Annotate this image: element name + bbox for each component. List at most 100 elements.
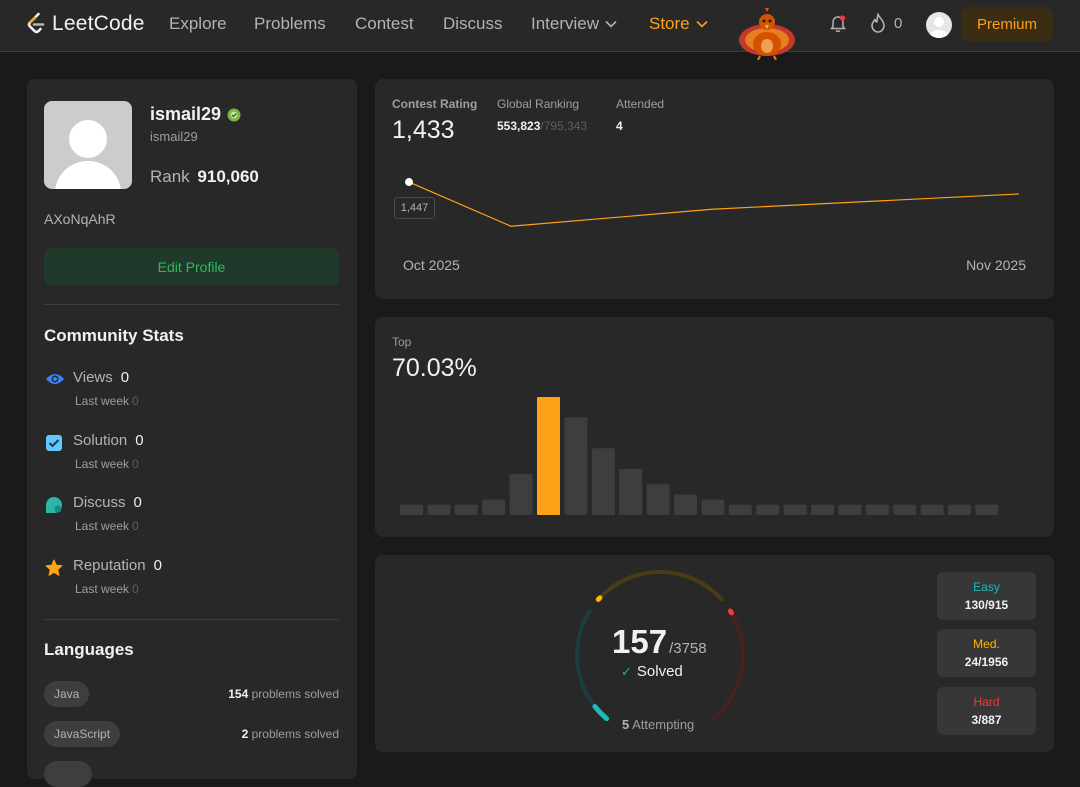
- attended-label: Attended: [616, 97, 665, 111]
- histogram-bar: [537, 397, 560, 515]
- rating-line-chart[interactable]: [375, 79, 1054, 299]
- histogram-bar: [920, 504, 944, 515]
- star-icon: [45, 559, 63, 576]
- avatar-silhouette-icon: [55, 120, 121, 189]
- histogram-bar: [756, 504, 780, 515]
- reputation-last-week-value: 0: [132, 582, 139, 596]
- leetcode-logo[interactable]: LeetCode: [26, 12, 145, 36]
- top-label: Top: [392, 335, 412, 349]
- nav-link-discuss[interactable]: Discuss: [443, 14, 503, 33]
- top-nav: LeetCode Explore Problems Contest Discus…: [0, 0, 1080, 60]
- profile-bio: AXoNqAhR: [44, 211, 116, 227]
- views-last-week: Last week 0: [75, 394, 139, 408]
- views-last-week-value: 0: [132, 394, 139, 408]
- last-week-label: Last week: [75, 519, 130, 533]
- reputation-value: 0: [153, 557, 162, 574]
- hard-label: Hard: [973, 695, 1000, 709]
- nav-link-store[interactable]: Store: [649, 14, 708, 34]
- histogram-bar: [427, 504, 451, 515]
- profile-avatar: [44, 101, 132, 189]
- stat-solution-label: Solution 0: [73, 432, 144, 449]
- stat-views-label: Views 0: [73, 369, 129, 386]
- ring-track-easy: [575, 609, 609, 721]
- difficulty-hard[interactable]: Hard 3/887: [937, 687, 1036, 735]
- views-value: 0: [120, 369, 130, 386]
- solved-count: 157/3758: [612, 623, 707, 661]
- global-rank: 553,823: [497, 119, 541, 133]
- user-avatar[interactable]: [926, 12, 952, 38]
- discuss-last-week-value: 0: [132, 519, 139, 533]
- streak-count: 0: [894, 14, 903, 32]
- reputation-last-week: Last week 0: [75, 582, 139, 596]
- contest-rating-card: Contest Rating 1,433 Global Ranking 553,…: [375, 79, 1054, 299]
- easy-value: 130/915: [964, 598, 1009, 612]
- nav-link-problems[interactable]: Problems: [254, 14, 326, 33]
- solved-problems-card: 157/3758 ✓ Solved 5 Attempting Easy 130/9…: [375, 555, 1054, 752]
- contest-rating-label: Contest Rating: [392, 97, 478, 111]
- difficulty-medium[interactable]: Med. 24/1956: [937, 629, 1036, 677]
- axis-label-start: Oct 2025: [403, 257, 460, 273]
- nav-link-contest[interactable]: Contest: [355, 14, 414, 33]
- ring-track-hard: [711, 609, 745, 721]
- ring-progress-med: [595, 595, 603, 602]
- community-stats-title: Community Stats: [44, 326, 184, 345]
- histogram-bar: [838, 504, 862, 515]
- language-chip[interactable]: JavaScript: [44, 721, 121, 747]
- nav-link-explore[interactable]: Explore: [169, 14, 227, 33]
- attempting-count: 5: [622, 717, 630, 732]
- avatar-silhouette-icon: [929, 17, 949, 38]
- histogram-bar: [893, 504, 917, 515]
- histogram-bar: [728, 504, 752, 515]
- hard-value: 3/887: [971, 713, 1002, 727]
- divider: [44, 619, 339, 620]
- nav-link-interview[interactable]: Interview: [531, 14, 617, 34]
- rank-label: Rank: [150, 167, 190, 186]
- histogram-bar: [400, 504, 423, 515]
- problems-solved-label: problems solved: [251, 727, 339, 741]
- attempting-label: 5 Attempting: [622, 717, 694, 732]
- profile-username: ismail29: [150, 104, 242, 125]
- divider: [44, 304, 339, 305]
- java-count: 154: [228, 687, 249, 701]
- solution-last-week: Last week 0: [75, 457, 139, 471]
- stat-discuss-label: Discuss 0: [73, 494, 142, 511]
- discuss-label-text: Discuss: [73, 494, 126, 511]
- streak-counter[interactable]: 0: [870, 13, 902, 33]
- fire-icon: [871, 13, 885, 33]
- medium-label: Med.: [973, 637, 1000, 651]
- turkey-mascot-icon: [739, 8, 795, 60]
- axis-label-end: Nov 2025: [966, 257, 1026, 273]
- edit-profile-button[interactable]: Edit Profile: [44, 248, 339, 286]
- interview-label: Interview: [531, 14, 600, 33]
- profile-handle: ismail29: [150, 129, 198, 144]
- ranking-histogram[interactable]: [375, 317, 1054, 537]
- attempting-text: Attempting: [632, 717, 695, 732]
- rating-line: [408, 181, 1020, 227]
- notification-bell-icon[interactable]: [828, 14, 848, 34]
- views-label-text: Views: [73, 369, 113, 386]
- ring-progress-easy: [592, 703, 610, 722]
- rating-tooltip: 1,447: [394, 197, 435, 219]
- rank-value: 910,060: [197, 167, 259, 186]
- premium-button[interactable]: Premium: [961, 7, 1053, 42]
- javascript-count: 2: [241, 727, 249, 741]
- language-chip[interactable]: Java: [44, 681, 90, 707]
- store-label: Store: [649, 14, 690, 33]
- rating-point: [405, 178, 413, 187]
- histogram-bar: [564, 417, 588, 515]
- stat-views: Views 0 Last week 0: [44, 369, 339, 409]
- top-value: 70.03%: [392, 354, 477, 382]
- language-count: 2 problems solved: [242, 727, 339, 741]
- solution-label-text: Solution: [73, 432, 128, 449]
- check-icon: ✓: [621, 663, 632, 679]
- ring-progress-hard: [727, 608, 735, 616]
- solved-total: /3758: [669, 640, 707, 657]
- solved-label-text: Solved: [636, 663, 683, 680]
- language-row-java: Java 154 problems solved: [44, 681, 339, 707]
- language-chip[interactable]: [44, 761, 92, 787]
- solved-progress-ring[interactable]: [375, 555, 1054, 752]
- easy-label: Easy: [973, 580, 1000, 594]
- histogram-bar: [701, 499, 725, 515]
- difficulty-easy[interactable]: Easy 130/915: [937, 572, 1036, 620]
- histogram-bar: [509, 473, 533, 515]
